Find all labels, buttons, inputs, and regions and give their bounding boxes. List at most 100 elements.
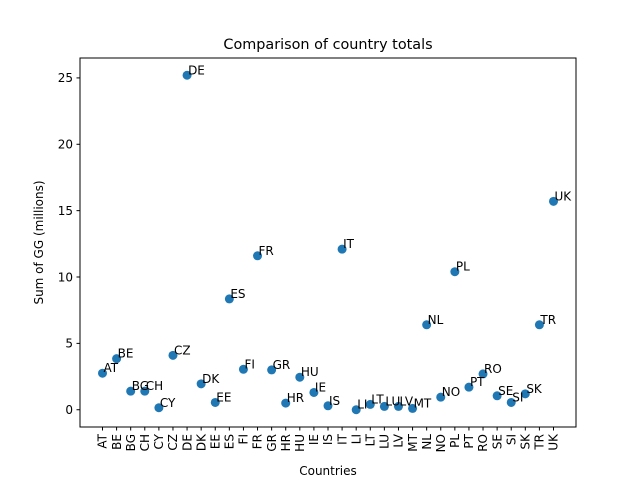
- data-point: [549, 196, 558, 206]
- point-label: IE: [315, 380, 326, 394]
- data-point: [534, 320, 544, 330]
- point-label: PT: [470, 375, 485, 389]
- data-point: [323, 401, 333, 411]
- x-tick-label: SE: [490, 434, 504, 449]
- data-point: [112, 354, 122, 364]
- point-label: LU: [385, 394, 400, 408]
- point-label: CY: [160, 396, 176, 410]
- x-tick-label: GR: [265, 434, 279, 452]
- x-tick-label: LU: [378, 434, 392, 449]
- point-label: CH: [146, 379, 163, 393]
- point-label: HU: [301, 365, 319, 379]
- x-tick-label: TR: [533, 434, 547, 451]
- point-label: LT: [371, 392, 384, 406]
- x-tick-label: CH: [138, 434, 152, 451]
- data-point: [224, 294, 234, 304]
- point-label: DK: [202, 372, 220, 386]
- x-tick-label: CZ: [166, 434, 180, 451]
- data-point: [253, 251, 263, 261]
- x-tick-label: ES: [223, 434, 237, 449]
- data-point: [281, 398, 291, 408]
- data-point: [168, 350, 178, 360]
- x-axis-label: Countries: [299, 464, 357, 478]
- data-point: [365, 399, 375, 409]
- x-tick-label: PL: [448, 434, 462, 448]
- point-label: NO: [442, 385, 460, 399]
- y-tick-label: 25: [58, 71, 73, 85]
- point-label: AT: [104, 361, 119, 375]
- x-tick-label: BE: [110, 434, 124, 450]
- point-label: HR: [287, 391, 304, 405]
- point-label: CZ: [174, 343, 191, 357]
- data-point: [450, 267, 460, 277]
- point-label: NL: [428, 313, 444, 327]
- point-label: LV: [399, 394, 413, 408]
- data-point: [309, 387, 319, 397]
- data-point: [126, 386, 136, 396]
- x-tick-label: MT: [406, 433, 420, 451]
- y-axis-label: Sum of GG (millions): [32, 180, 46, 304]
- x-tick-label: IE: [307, 434, 321, 445]
- point-label: IT: [343, 237, 355, 251]
- point-label: SE: [498, 384, 513, 398]
- point-label: GR: [273, 358, 291, 372]
- point-label: PL: [456, 260, 470, 274]
- x-tick-label: LI: [349, 434, 363, 444]
- x-tick-label: FI: [237, 434, 251, 444]
- x-tick-label: CY: [152, 433, 166, 449]
- x-tick-label: NO: [434, 434, 448, 452]
- data-point: [492, 391, 502, 401]
- point-label: RO: [484, 362, 502, 376]
- x-tick-label: BG: [124, 434, 138, 451]
- point-label: BG: [132, 379, 149, 393]
- x-tick-label: LT: [363, 433, 377, 446]
- x-tick-label: DK: [194, 433, 208, 451]
- x-tick-label: EE: [208, 434, 222, 449]
- x-tick-label: HR: [279, 434, 293, 451]
- points-layer: [98, 70, 558, 415]
- y-tick-label: 10: [58, 270, 73, 284]
- data-point: [422, 320, 432, 330]
- data-point: [478, 369, 488, 379]
- data-point: [154, 403, 164, 413]
- y-axis: 0 5 10 15 20 25: [58, 71, 80, 417]
- y-tick-label: 5: [65, 337, 73, 351]
- x-tick-label: FR: [251, 434, 265, 449]
- x-tick-label: IS: [321, 434, 335, 445]
- point-label: FR: [259, 244, 274, 258]
- point-label: IS: [329, 394, 340, 408]
- point-label: TR: [539, 313, 556, 327]
- chart-title: Comparison of country totals: [223, 37, 432, 53]
- data-point: [182, 70, 192, 80]
- data-point: [506, 397, 516, 407]
- data-point: [393, 401, 403, 411]
- data-point: [436, 392, 446, 402]
- point-label: EE: [216, 390, 231, 404]
- data-point: [196, 379, 206, 389]
- point-label: UK: [555, 189, 573, 203]
- point-label: DE: [188, 63, 205, 77]
- point-label: MT: [414, 396, 432, 410]
- data-point: [98, 368, 107, 378]
- x-tick-label: PT: [462, 433, 476, 448]
- data-point: [337, 244, 347, 254]
- y-tick-label: 20: [58, 138, 73, 152]
- point-label: LI: [357, 398, 367, 412]
- y-tick-label: 0: [65, 403, 73, 417]
- x-tick-label: SI: [504, 434, 518, 445]
- x-tick-label: NL: [420, 434, 434, 450]
- x-tick-label: AT: [96, 433, 110, 448]
- data-point: [379, 401, 389, 411]
- point-label: ES: [230, 287, 245, 301]
- point-label: BE: [118, 347, 134, 361]
- data-point: [520, 389, 530, 399]
- point-label: SI: [512, 390, 523, 404]
- data-point: [238, 364, 248, 374]
- data-point: [464, 382, 474, 392]
- x-tick-label: SK: [519, 433, 533, 450]
- y-tick-label: 15: [58, 204, 73, 218]
- x-tick-label: RO: [476, 434, 490, 452]
- data-point: [295, 372, 305, 382]
